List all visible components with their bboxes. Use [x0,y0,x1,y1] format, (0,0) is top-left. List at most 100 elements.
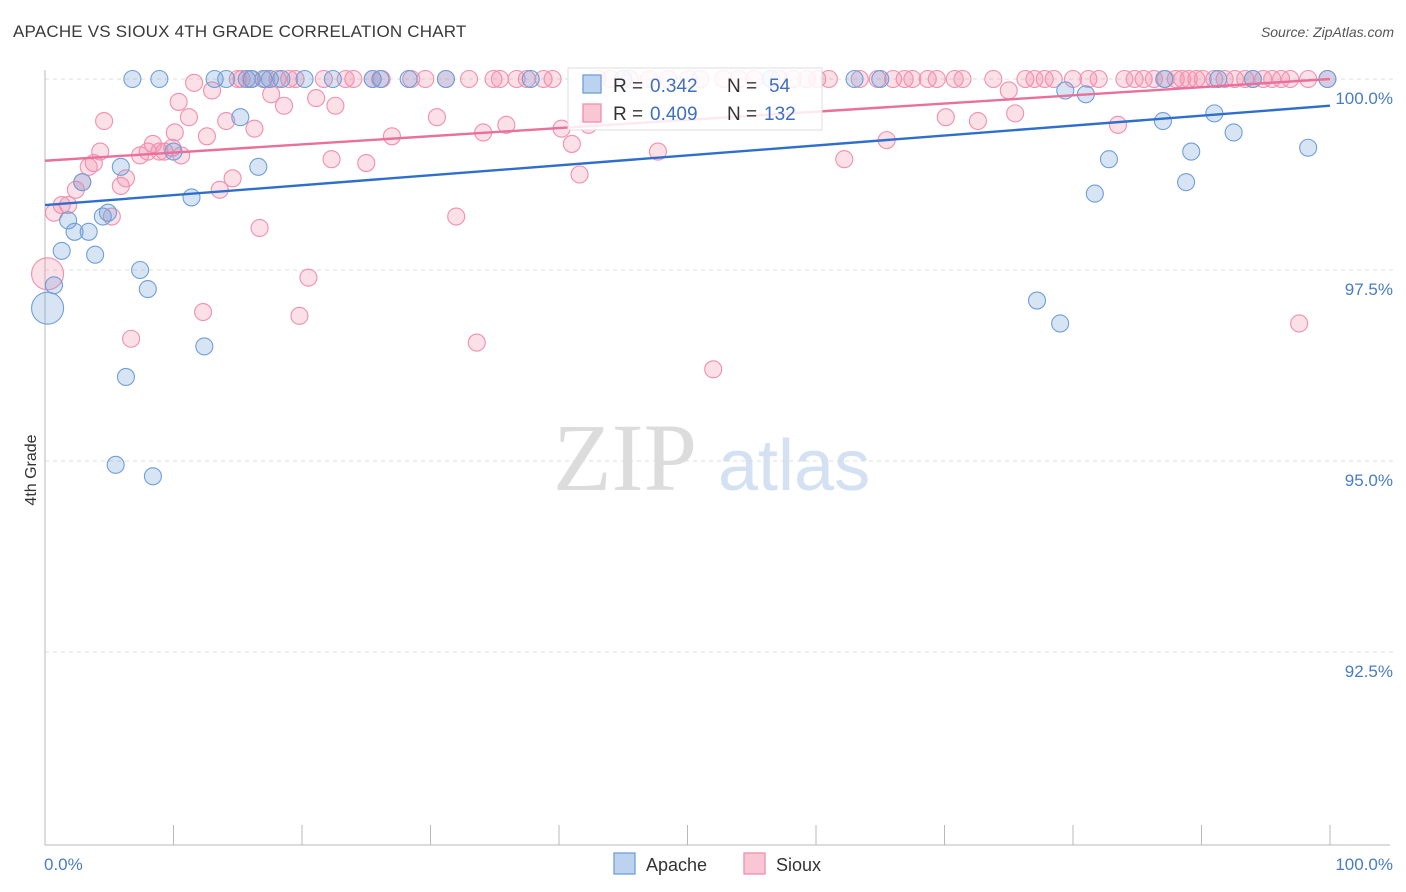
x-tick-label-left: 0.0% [44,855,83,874]
sioux-point [459,69,479,89]
y-tick-label: 95.0% [1345,471,1393,490]
sioux-point [66,180,85,199]
apache-point [249,157,268,176]
apache-trend-line [44,104,1331,207]
sioux-point [179,108,198,127]
apache-point [1155,69,1174,89]
sioux-point [299,268,318,287]
apache-bottom-label: Apache [646,855,707,875]
apache-point [65,222,84,241]
apache-bottom-swatch [613,852,636,875]
apache-point [116,367,136,387]
sioux-point [274,96,294,115]
apache-point [111,157,130,176]
sioux-point [122,329,141,348]
apache-point [195,337,214,356]
apache-point [1299,138,1318,157]
y-tick-label: 100.0% [1335,89,1393,108]
series-legend: Apache Sioux [613,852,821,875]
y-tick-labels: 100.0% 97.5% 95.0% 92.5% [1335,89,1393,681]
sioux-point [1006,104,1025,123]
apache-n-value: 54 [769,76,791,97]
watermark-zip: ZIP [553,404,697,511]
sioux-point [835,150,854,169]
apache-point [1099,150,1119,169]
sioux-point [322,150,341,169]
sioux-point [357,153,376,173]
sioux-point [250,218,269,238]
sioux-point [562,134,581,153]
sioux-point [197,127,216,146]
sioux-point [194,302,213,322]
sioux-point [467,333,486,352]
sioux-point [217,111,236,131]
sioux-point [169,92,188,111]
sioux-r-value: 0.409 [650,104,698,125]
apache-point [1051,314,1070,333]
apache-point [1209,69,1228,89]
apache-point [59,211,78,230]
stats-legend-box [567,67,823,131]
sioux-point [1134,69,1153,89]
sioux-point [507,69,526,89]
sioux-point [344,69,363,89]
apache-point [217,69,236,89]
sioux-r-label: R = [613,104,643,125]
sioux-point [203,81,222,100]
sioux-point [1089,69,1108,89]
sioux-point [570,165,589,184]
sioux-point [936,108,955,127]
apache-point [150,69,169,89]
apache-point [138,280,157,299]
sioux-point [1044,69,1063,89]
apache-point [79,222,98,241]
sioux-point [262,85,281,104]
sioux-point [1115,69,1134,89]
x-tick-label-right: 100.0% [1335,855,1393,874]
sioux-point [704,360,723,379]
apache-point [363,69,382,89]
apache-point [1153,111,1172,131]
apache-point [231,108,250,127]
sioux-point [968,111,987,131]
apache-point [436,69,455,89]
apache-point [399,69,418,89]
apache-point [521,69,540,89]
sioux-bottom-label: Sioux [776,855,821,875]
apache-point [845,69,864,89]
sioux-point [1215,69,1234,89]
apache-point [1085,184,1104,203]
sioux-point [490,69,509,89]
apache-legend-swatch [582,74,602,94]
source-label: Source: ZipAtlas.com [1260,24,1394,40]
sioux-point [165,123,184,142]
apache-point [1177,173,1196,192]
sioux-point [543,69,562,89]
sioux-point [984,69,1003,89]
sioux-point [895,69,914,89]
sioux-point [427,108,446,127]
sioux-legend-swatch [582,103,602,123]
apache-point [295,69,314,89]
sioux-point [484,69,503,89]
sioux-point [945,69,964,89]
sioux-point [416,69,435,89]
apache-point [871,69,890,89]
sioux-point [95,111,114,131]
sioux-point [185,73,204,92]
sioux-point [850,69,869,89]
sioux-point [999,81,1018,100]
apache-point [371,69,390,89]
sioux-point [447,207,466,226]
sioux-point [223,169,242,188]
y-tick-label: 92.5% [1345,662,1393,681]
apache-point [131,260,150,280]
apache-point [73,173,92,192]
apache-r-value: 0.342 [650,76,698,97]
sioux-point [280,69,299,89]
sioux-point [497,115,516,134]
sioux-bottom-swatch [743,852,766,875]
sioux-point [1108,115,1128,134]
sioux-point [903,69,922,89]
